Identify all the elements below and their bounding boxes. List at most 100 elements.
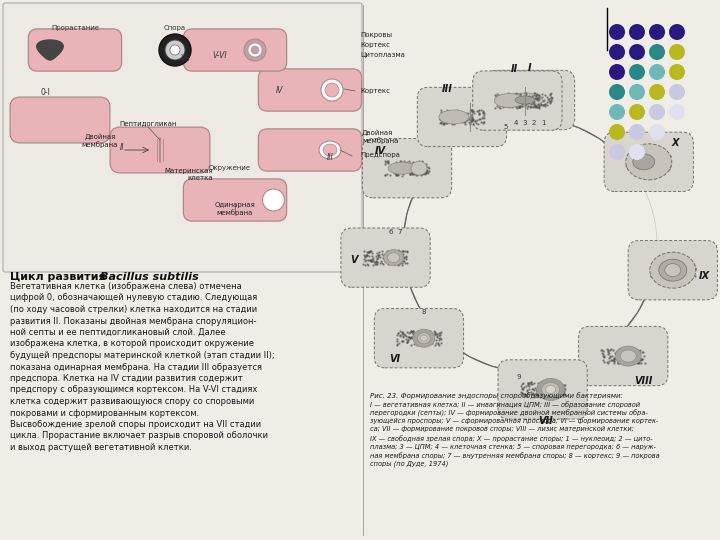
Point <box>676 267 688 275</box>
Point <box>396 162 408 171</box>
Point <box>438 107 449 116</box>
Point <box>642 156 654 165</box>
Point <box>436 118 447 126</box>
Point <box>608 355 620 363</box>
Point <box>549 379 561 388</box>
Point <box>514 100 526 109</box>
Point <box>534 94 545 103</box>
Point <box>529 90 541 99</box>
Text: цифрой 0, обозначающей нулевую стадию. Следующая: цифрой 0, обозначающей нулевую стадию. С… <box>10 294 257 302</box>
Point <box>626 154 638 163</box>
Point <box>533 92 544 101</box>
Point <box>500 102 511 110</box>
Point <box>405 332 417 341</box>
Point <box>402 335 414 344</box>
Point <box>603 349 614 358</box>
Point <box>371 260 382 268</box>
Point <box>366 251 378 260</box>
Point <box>649 264 660 272</box>
Point <box>654 267 665 276</box>
Point <box>643 154 654 163</box>
Point <box>529 101 541 110</box>
Point <box>407 332 418 341</box>
Point <box>516 102 528 110</box>
Point <box>406 167 418 176</box>
Point <box>431 338 442 347</box>
Point <box>537 97 549 105</box>
Point <box>414 333 426 341</box>
Point <box>435 335 446 343</box>
Point <box>522 381 534 389</box>
Text: IX: IX <box>698 271 710 281</box>
Point <box>552 381 563 390</box>
Point <box>515 91 526 100</box>
Point <box>450 116 462 124</box>
Point <box>526 91 538 100</box>
Point <box>500 96 511 104</box>
Point <box>518 98 530 106</box>
Point <box>636 347 648 356</box>
Point <box>516 382 527 390</box>
Circle shape <box>649 24 665 40</box>
Point <box>360 251 372 260</box>
Point <box>603 347 614 356</box>
Point <box>467 115 479 124</box>
Point <box>397 170 409 179</box>
Point <box>381 251 392 259</box>
Point <box>654 264 666 273</box>
Point <box>659 269 670 278</box>
Point <box>642 154 653 163</box>
Point <box>621 162 632 171</box>
Point <box>474 109 485 118</box>
Point <box>365 255 377 264</box>
Point <box>402 333 413 341</box>
Point <box>505 94 516 103</box>
Point <box>621 357 633 366</box>
Point <box>533 101 544 110</box>
Point <box>478 111 490 119</box>
Point <box>505 91 517 100</box>
Ellipse shape <box>323 144 337 156</box>
Point <box>522 97 534 106</box>
Point <box>469 117 480 125</box>
Point <box>426 339 438 348</box>
Point <box>406 327 418 336</box>
Point <box>665 272 676 281</box>
Point <box>382 255 393 264</box>
Point <box>391 171 402 179</box>
Point <box>399 330 410 339</box>
Point <box>456 116 467 125</box>
Point <box>536 386 548 395</box>
Point <box>387 163 399 171</box>
Point <box>514 91 526 99</box>
Point <box>394 327 405 336</box>
Point <box>388 258 400 267</box>
Point <box>390 257 402 266</box>
Polygon shape <box>37 40 63 60</box>
Point <box>521 390 532 399</box>
Point <box>623 355 634 364</box>
Point <box>546 94 557 103</box>
Point <box>410 167 421 176</box>
Point <box>630 346 642 354</box>
Point <box>431 332 442 341</box>
Point <box>455 114 467 123</box>
Point <box>420 335 431 344</box>
Point <box>533 386 544 394</box>
Point <box>475 118 487 126</box>
Point <box>466 113 477 122</box>
Point <box>522 388 534 397</box>
Text: V: V <box>350 255 357 266</box>
Point <box>525 103 536 111</box>
Point <box>392 255 404 264</box>
Point <box>635 359 647 367</box>
Circle shape <box>321 79 343 101</box>
Point <box>406 334 418 342</box>
Point <box>603 356 615 365</box>
Point <box>505 100 516 109</box>
Point <box>366 256 377 265</box>
Point <box>657 267 669 275</box>
Point <box>444 116 455 124</box>
FancyBboxPatch shape <box>110 127 210 173</box>
Circle shape <box>649 44 665 60</box>
